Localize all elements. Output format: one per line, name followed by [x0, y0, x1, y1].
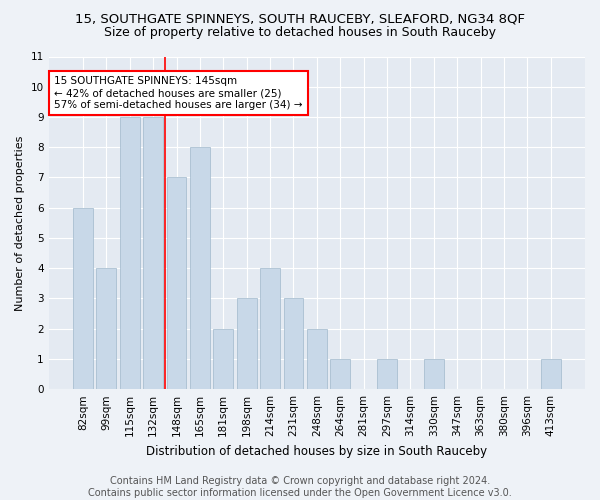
X-axis label: Distribution of detached houses by size in South Rauceby: Distribution of detached houses by size …: [146, 444, 487, 458]
Bar: [167, 178, 187, 389]
Bar: [214, 328, 233, 389]
Bar: [541, 359, 560, 389]
Bar: [307, 328, 327, 389]
Bar: [330, 359, 350, 389]
Text: Size of property relative to detached houses in South Rauceby: Size of property relative to detached ho…: [104, 26, 496, 39]
Bar: [424, 359, 443, 389]
Bar: [190, 147, 210, 389]
Bar: [97, 268, 116, 389]
Text: Contains HM Land Registry data © Crown copyright and database right 2024.
Contai: Contains HM Land Registry data © Crown c…: [88, 476, 512, 498]
Bar: [120, 117, 140, 389]
Text: 15 SOUTHGATE SPINNEYS: 145sqm
← 42% of detached houses are smaller (25)
57% of s: 15 SOUTHGATE SPINNEYS: 145sqm ← 42% of d…: [54, 76, 302, 110]
Bar: [73, 208, 93, 389]
Bar: [260, 268, 280, 389]
Y-axis label: Number of detached properties: Number of detached properties: [15, 135, 25, 310]
Text: 15, SOUTHGATE SPINNEYS, SOUTH RAUCEBY, SLEAFORD, NG34 8QF: 15, SOUTHGATE SPINNEYS, SOUTH RAUCEBY, S…: [75, 12, 525, 26]
Bar: [377, 359, 397, 389]
Bar: [284, 298, 304, 389]
Bar: [237, 298, 257, 389]
Bar: [143, 117, 163, 389]
